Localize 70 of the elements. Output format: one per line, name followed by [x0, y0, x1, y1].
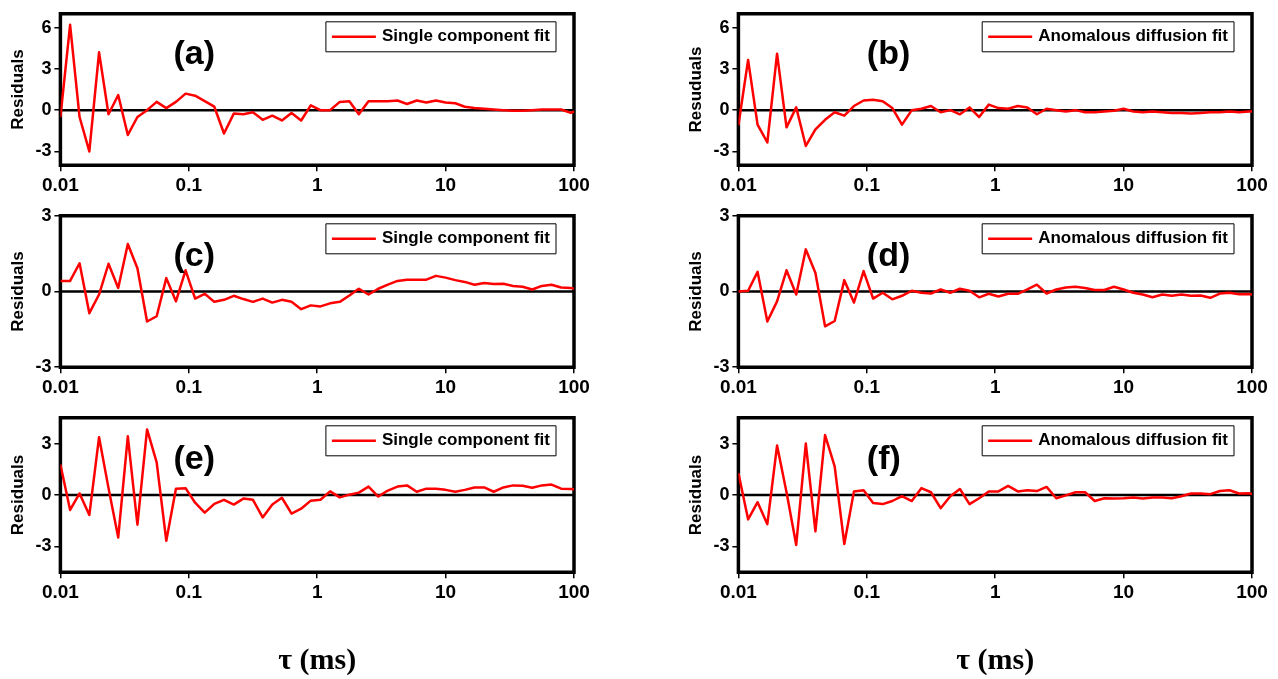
x-tick-label: 100 [1236, 375, 1268, 397]
y-tick-label: -3 [713, 356, 730, 377]
x-tick-label: 0.01 [719, 173, 758, 195]
x-axis-title: τ (ms) [278, 641, 357, 676]
y-tick-label: 6 [41, 16, 52, 37]
x-tick-label: 10 [1113, 173, 1135, 195]
y-tick-label: -3 [35, 140, 52, 161]
x-tick-label: 0.1 [853, 580, 881, 602]
x-tick-label: 0.1 [175, 173, 203, 195]
x-tick-label: 0.01 [719, 580, 758, 602]
x-tick-label: 1 [989, 375, 1001, 397]
x-tick-label: 100 [558, 580, 590, 602]
legend-label: Single component fit [381, 228, 551, 248]
y-tick-label: 3 [719, 204, 730, 225]
y-tick-label: 0 [41, 483, 52, 504]
x-tick-label: 1 [989, 580, 1001, 602]
x-tick-label: 0.1 [175, 580, 203, 602]
y-tick-label: 3 [41, 432, 52, 453]
x-axis-title: τ (ms) [956, 641, 1035, 676]
y-tick-label: -3 [35, 356, 52, 377]
y-tick-label: 0 [41, 99, 52, 120]
x-tick-label: 1 [311, 580, 323, 602]
legend-label: Anomalous diffusion fit [1038, 430, 1229, 450]
x-tick-label: 0.01 [41, 173, 80, 195]
x-tick-label: 100 [558, 173, 590, 195]
x-tick-label: 0.01 [719, 375, 758, 397]
annotation: (a) [173, 33, 215, 72]
y-axis-title: Residuals [7, 454, 27, 536]
x-tick-label: 10 [1113, 375, 1135, 397]
y-tick-label: 3 [719, 432, 730, 453]
x-tick-label: 100 [558, 375, 590, 397]
y-axis-title: Residuals [7, 49, 27, 130]
x-tick-label: 0.1 [175, 375, 203, 397]
x-tick-label: 100 [1236, 173, 1268, 195]
y-tick-label: -3 [713, 535, 730, 556]
x-tick-label: 10 [1113, 580, 1135, 602]
x-tick-label: 10 [435, 173, 457, 195]
y-tick-label: 0 [719, 99, 730, 120]
x-tick-label: 1 [989, 173, 1001, 195]
legend-label: Single component fit [381, 26, 551, 46]
x-tick-label: 0.01 [41, 375, 80, 397]
y-axis-title: Resuduals [685, 46, 705, 133]
x-tick-label: 0.1 [853, 375, 881, 397]
y-tick-label: -3 [35, 535, 52, 556]
y-tick-label: 3 [41, 204, 52, 225]
annotation: (d) [866, 235, 911, 274]
y-tick-label: 3 [719, 57, 730, 78]
x-tick-label: 0.01 [41, 580, 80, 602]
x-tick-label: 0.1 [853, 173, 881, 195]
x-tick-label: 1 [311, 375, 323, 397]
x-tick-label: 10 [435, 580, 457, 602]
y-axis-title: Residuals [7, 251, 27, 332]
y-tick-label: 6 [719, 16, 730, 37]
y-tick-label: 0 [41, 280, 52, 301]
x-tick-label: 100 [1236, 580, 1268, 602]
y-tick-label: 3 [41, 57, 52, 78]
annotation: (c) [173, 235, 215, 274]
x-tick-label: 10 [435, 375, 457, 397]
legend-label: Anomalous diffusion fit [1038, 228, 1229, 248]
y-tick-label: -3 [713, 140, 730, 161]
annotation: (f) [866, 437, 901, 476]
y-tick-label: 0 [719, 280, 730, 301]
legend-label: Anomalous diffusion fit [1038, 26, 1229, 46]
y-axis-title: Residuals [685, 454, 705, 536]
annotation: (b) [866, 33, 911, 72]
annotation: (e) [173, 437, 215, 476]
y-tick-label: 0 [719, 483, 730, 504]
y-axis-title: Residuals [685, 251, 705, 332]
x-tick-label: 1 [311, 173, 323, 195]
legend-label: Single component fit [381, 430, 551, 450]
